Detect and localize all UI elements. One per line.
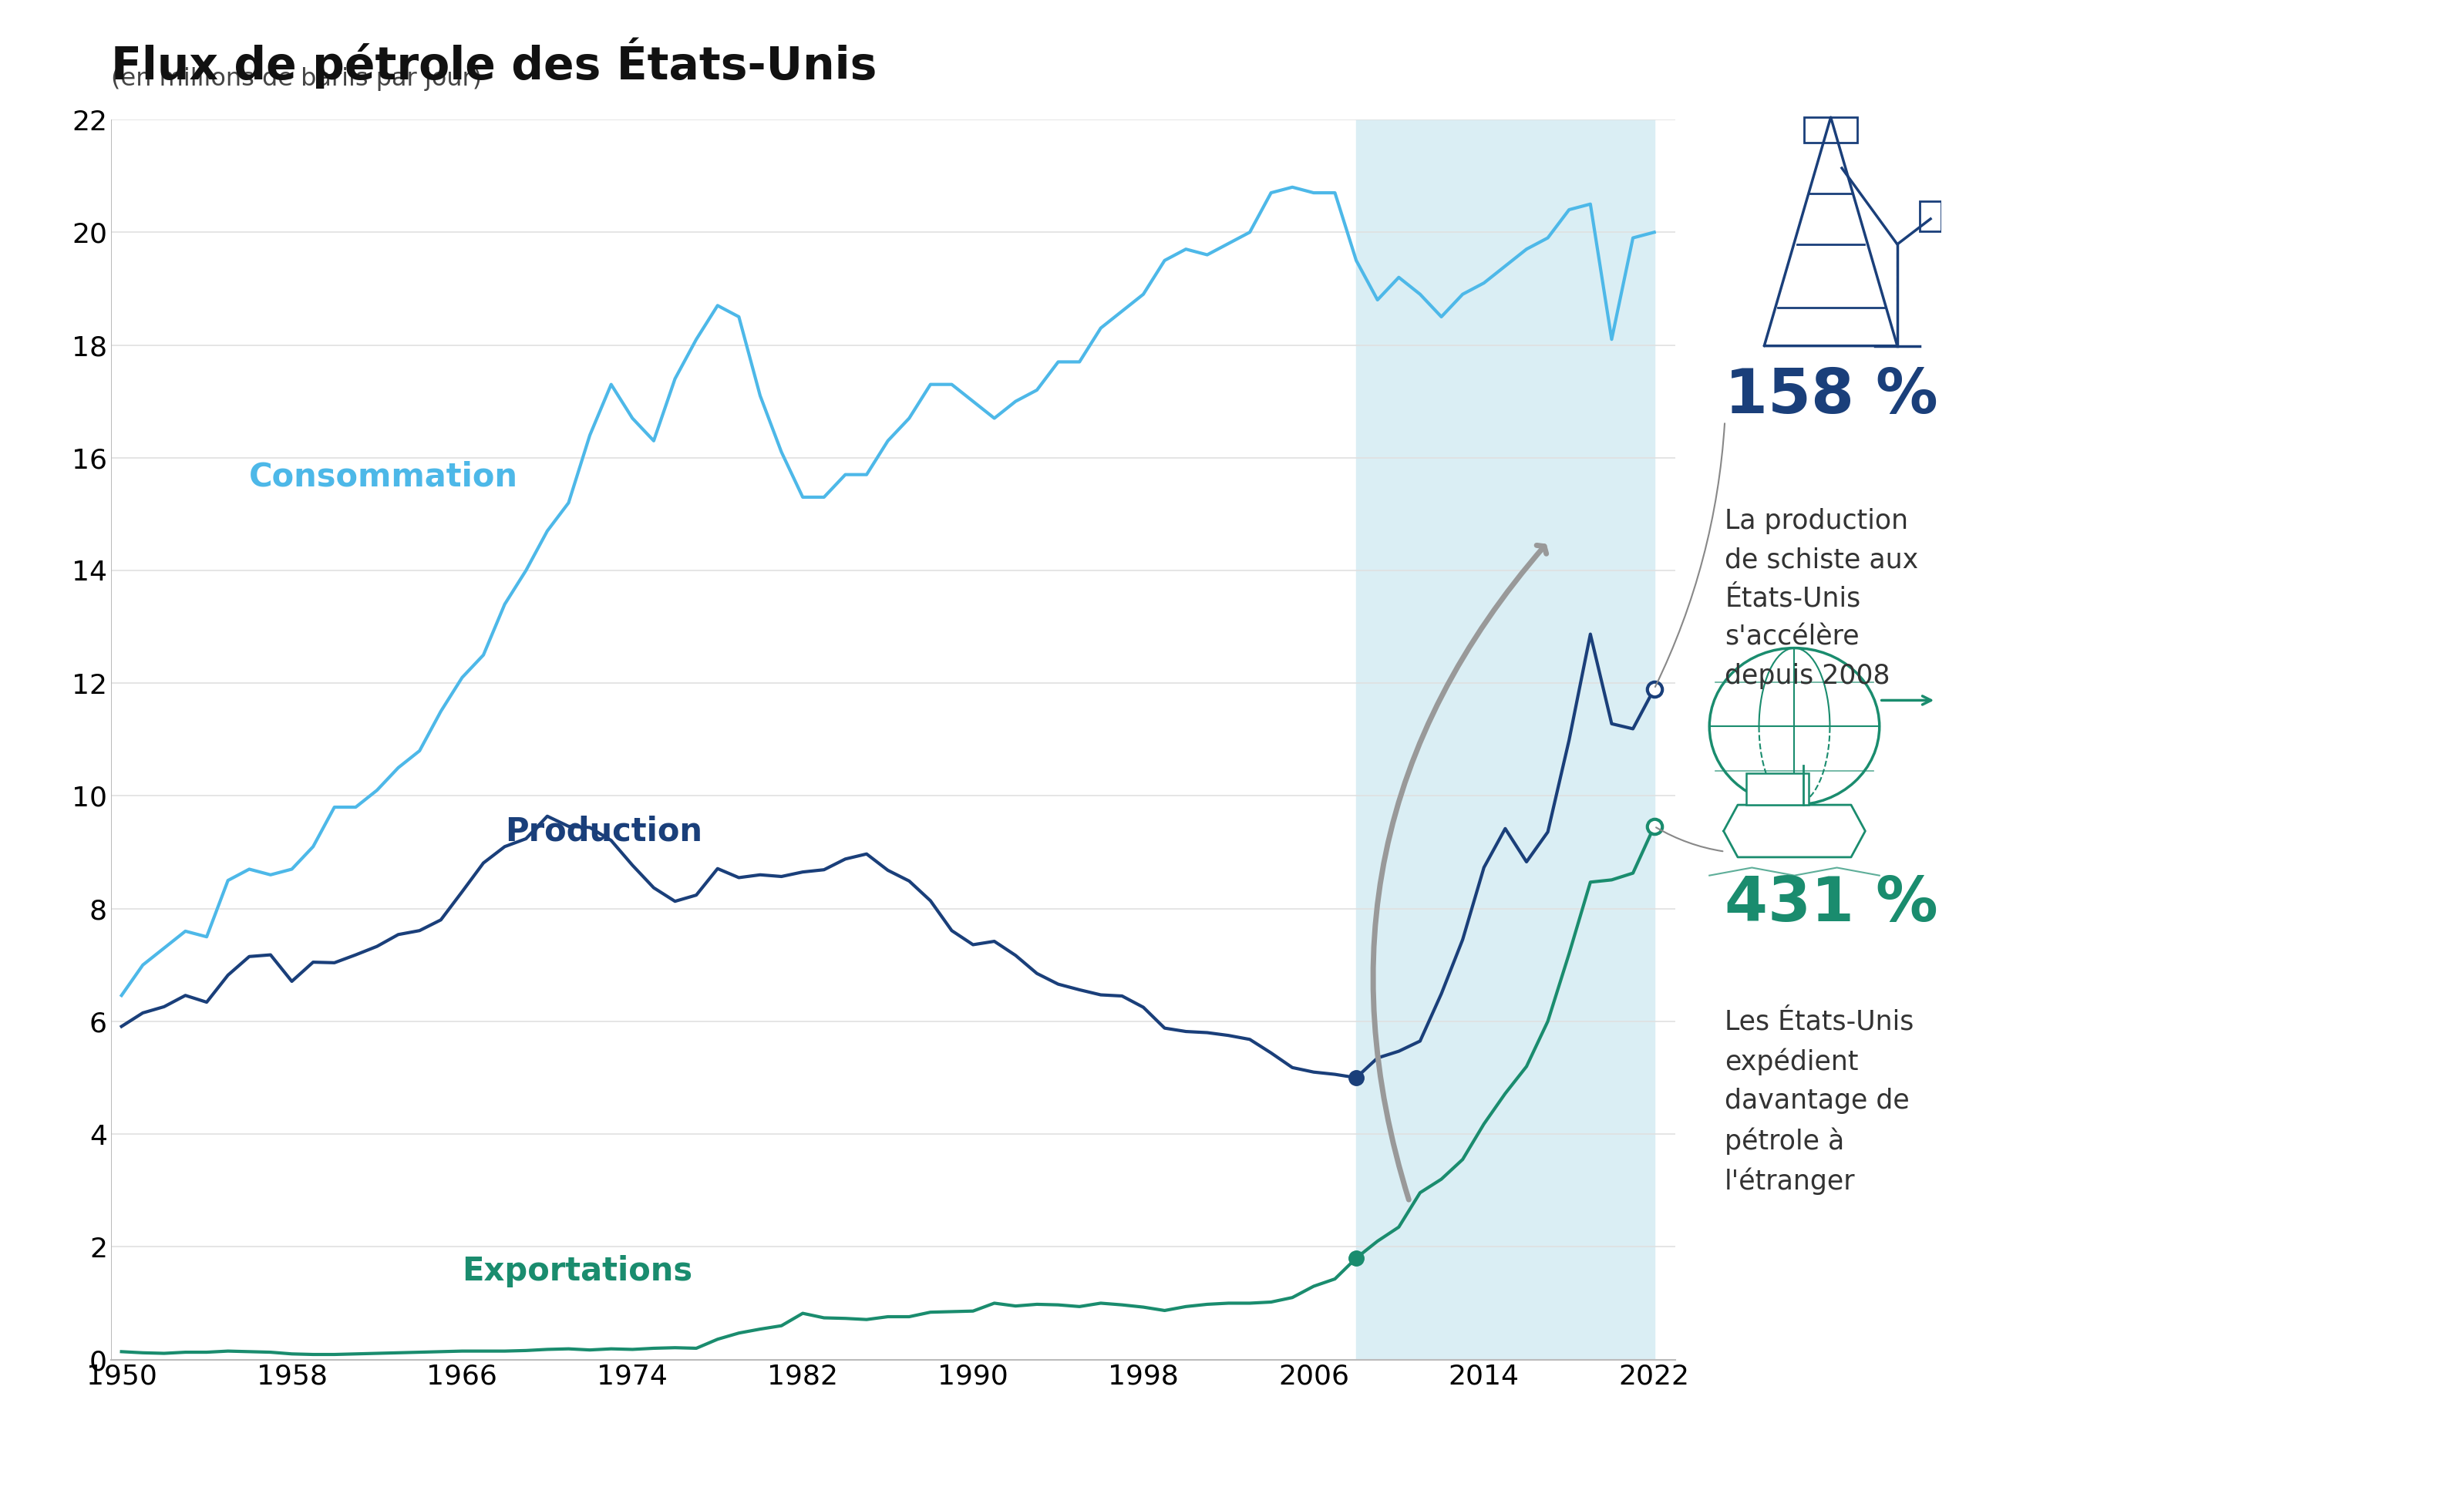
Polygon shape: [1725, 805, 1865, 858]
Text: 431 %: 431 %: [1725, 874, 1939, 934]
Text: Flux de pétrole des États-Unis: Flux de pétrole des États-Unis: [111, 37, 877, 88]
Bar: [1355, 120, 1653, 1360]
FancyBboxPatch shape: [1804, 118, 1858, 142]
FancyBboxPatch shape: [1919, 202, 1942, 232]
Text: Exportations: Exportations: [463, 1255, 692, 1288]
Text: 158 %: 158 %: [1725, 366, 1939, 426]
Text: La production
de schiste aux
États-Unis
s'accélère
depuis 2008: La production de schiste aux États-Unis …: [1725, 508, 1919, 689]
Text: Production: Production: [505, 816, 702, 849]
Text: (en millions de barils par jour): (en millions de barils par jour): [111, 67, 483, 91]
Text: Les États-Unis
expédient
davantage de
pétrole à
l'étranger: Les États-Unis expédient davantage de pé…: [1725, 1008, 1915, 1195]
Text: Consommation: Consommation: [249, 460, 517, 493]
FancyBboxPatch shape: [1747, 774, 1809, 805]
